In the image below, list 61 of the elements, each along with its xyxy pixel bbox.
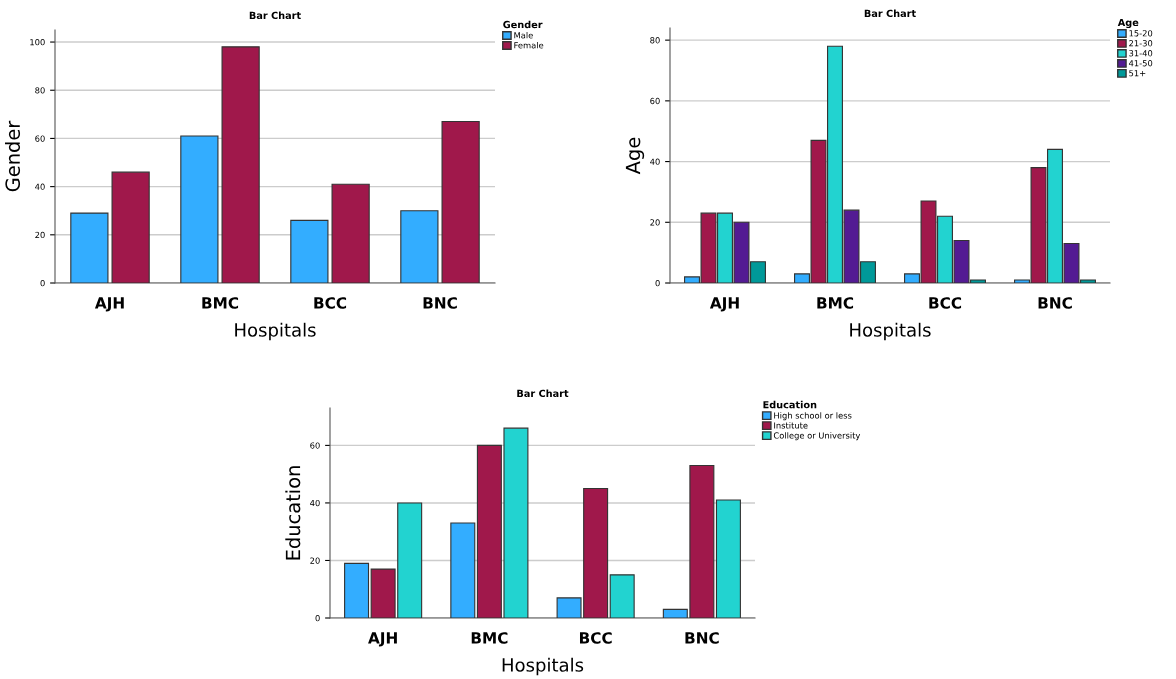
- y-tick-label: 20: [650, 219, 660, 226]
- y-axis-title: Gender: [5, 120, 21, 192]
- y-axis-title: Age: [625, 137, 645, 175]
- y-tick-label: 60: [35, 135, 45, 142]
- bar: [400, 210, 439, 283]
- x-tick-label: AJH: [368, 632, 397, 647]
- legend-title: Education: [763, 400, 817, 409]
- bar: [609, 574, 635, 618]
- x-tick-label: BNC: [423, 297, 457, 309]
- chart-title: Bar Chart: [249, 11, 301, 20]
- bar: [290, 219, 329, 283]
- x-tick-label: AJH: [709, 297, 739, 312]
- legend-label: Male: [514, 32, 533, 39]
- legend-title: Gender: [503, 20, 543, 29]
- bar: [331, 183, 370, 283]
- bar: [180, 135, 219, 283]
- x-tick-label: BCC: [314, 297, 347, 309]
- x-tick-label: BCC: [579, 632, 612, 644]
- x-tick-label: BNC: [1038, 297, 1072, 309]
- y-tick-label: 80: [35, 87, 45, 94]
- y-tick-label: 80: [650, 37, 660, 44]
- legend-label: High school or less: [774, 412, 852, 421]
- chart-title: Bar Chart: [517, 389, 569, 398]
- x-tick-label: BMC: [817, 297, 854, 309]
- x-tick-label: BCC: [929, 297, 962, 309]
- y-tick-label: 100: [30, 39, 45, 46]
- x-tick-label: BNC: [685, 632, 719, 644]
- bar: [70, 212, 109, 283]
- bar: [715, 499, 741, 618]
- y-tick-label: 60: [650, 97, 660, 105]
- y-tick-label: 40: [310, 499, 320, 507]
- bar: [450, 522, 476, 618]
- y-tick-label: 40: [35, 183, 45, 190]
- x-tick-label: BMC: [202, 297, 239, 309]
- x-tick-label: BMC: [471, 632, 508, 644]
- legend-label: 41-50: [1128, 60, 1153, 67]
- bar: [344, 562, 370, 618]
- bar: [111, 171, 150, 283]
- legend-label: College or University: [773, 432, 861, 441]
- bar: [221, 46, 260, 283]
- x-axis-title: Hospitals: [235, 322, 316, 341]
- legend-label: Female: [514, 41, 544, 49]
- legend-title: Age: [1117, 18, 1139, 29]
- y-tick-label: 0: [655, 279, 660, 287]
- bar: [441, 121, 480, 283]
- y-tick-label: 0: [315, 614, 320, 622]
- y-tick-label: 20: [310, 557, 320, 564]
- chart-title: Bar Chart: [864, 9, 916, 18]
- y-tick-label: 20: [35, 231, 45, 239]
- y-tick-label: 0: [40, 279, 45, 287]
- legend-label: 15-20: [1129, 30, 1153, 37]
- x-axis-title: Hospitals: [850, 322, 931, 341]
- legend-label: 21-30: [1129, 40, 1153, 47]
- legend-label: 31-40: [1129, 50, 1153, 57]
- y-axis-title: Education: [285, 466, 301, 560]
- x-axis-title: Hospitals: [502, 657, 584, 676]
- y-tick-label: 40: [650, 158, 660, 165]
- x-tick-label: AJH: [94, 297, 124, 312]
- legend-label: Institute: [774, 422, 808, 429]
- y-tick-label: 60: [310, 442, 320, 449]
- legend-label: 51+: [1129, 70, 1146, 77]
